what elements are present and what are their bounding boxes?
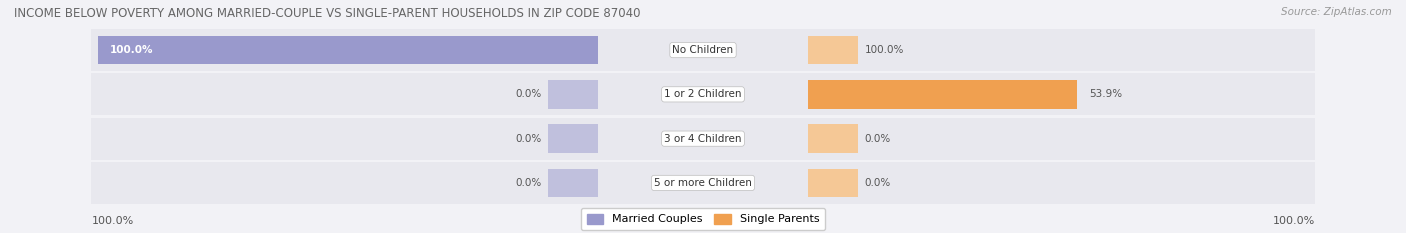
Text: 100.0%: 100.0% xyxy=(110,45,153,55)
Text: 0.0%: 0.0% xyxy=(515,178,541,188)
Text: 100.0%: 100.0% xyxy=(91,216,134,226)
Text: 0.0%: 0.0% xyxy=(515,89,541,99)
Text: 0.0%: 0.0% xyxy=(865,134,891,144)
Text: 1 or 2 Children: 1 or 2 Children xyxy=(664,89,742,99)
Text: No Children: No Children xyxy=(672,45,734,55)
Text: 3 or 4 Children: 3 or 4 Children xyxy=(664,134,742,144)
Text: 5 or more Children: 5 or more Children xyxy=(654,178,752,188)
Text: 100.0%: 100.0% xyxy=(865,45,904,55)
Text: Source: ZipAtlas.com: Source: ZipAtlas.com xyxy=(1281,7,1392,17)
Text: 53.9%: 53.9% xyxy=(1088,89,1122,99)
Text: 0.0%: 0.0% xyxy=(865,178,891,188)
Legend: Married Couples, Single Parents: Married Couples, Single Parents xyxy=(581,208,825,230)
Text: 0.0%: 0.0% xyxy=(515,134,541,144)
Text: 100.0%: 100.0% xyxy=(1272,216,1315,226)
Text: INCOME BELOW POVERTY AMONG MARRIED-COUPLE VS SINGLE-PARENT HOUSEHOLDS IN ZIP COD: INCOME BELOW POVERTY AMONG MARRIED-COUPL… xyxy=(14,7,641,20)
